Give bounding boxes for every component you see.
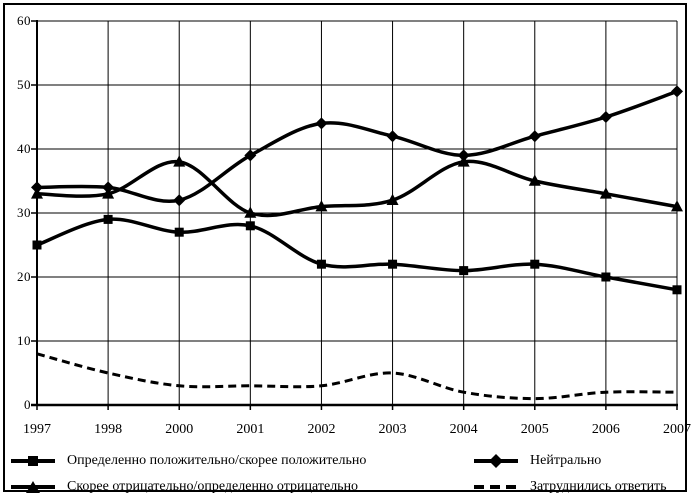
x-tick-label: 2002	[307, 422, 336, 437]
x-tick-label: 1998	[94, 422, 123, 437]
data-point-positive	[459, 266, 469, 276]
x-tick-label: 1997	[23, 422, 51, 437]
data-point-negative	[244, 206, 257, 218]
data-point-neutral	[386, 130, 399, 143]
y-tick-label: 60	[17, 13, 31, 28]
y-tick-label: 0	[24, 397, 31, 412]
x-tick-label: 2004	[449, 422, 478, 437]
series-line-undecided	[36, 352, 678, 401]
data-point-negative	[102, 187, 115, 199]
series-line-positive	[36, 217, 678, 292]
data-point-neutral	[315, 117, 328, 130]
data-point-negative	[386, 193, 399, 205]
y-tick-label: 20	[17, 269, 31, 284]
x-tick-label: 2001	[236, 422, 265, 437]
data-point-negative	[599, 187, 612, 199]
series-line-negative	[36, 159, 678, 218]
data-point-positive	[601, 272, 611, 282]
data-point-positive	[245, 221, 255, 231]
data-point-negative	[31, 187, 43, 199]
data-point-positive	[530, 259, 540, 269]
data-point-neutral	[599, 111, 612, 123]
data-point-negative	[528, 174, 541, 186]
y-tick-label: 50	[17, 77, 31, 92]
data-point-positive	[316, 259, 326, 269]
data-point-neutral	[244, 149, 257, 162]
data-point-positive	[174, 227, 184, 237]
data-point-positive	[672, 285, 682, 295]
x-tick-label: 2005	[520, 422, 549, 437]
y-tick-label: 30	[17, 205, 31, 220]
x-tick-label: 2000	[165, 422, 194, 437]
x-tick-label: 2007	[663, 422, 691, 437]
data-point-neutral	[671, 85, 683, 98]
data-point-positive	[103, 214, 113, 224]
y-tick-label: 10	[17, 333, 31, 348]
data-point-neutral	[173, 194, 186, 207]
data-point-positive	[32, 240, 42, 250]
data-point-negative	[315, 200, 328, 212]
data-point-negative	[457, 155, 470, 167]
data-point-negative	[173, 155, 186, 167]
data-point-positive	[388, 259, 398, 269]
data-point-negative	[671, 200, 683, 212]
x-tick-label: 2006	[591, 422, 620, 437]
y-tick-label: 40	[17, 141, 31, 156]
series-line-neutral	[36, 89, 678, 203]
data-point-neutral	[528, 130, 541, 143]
x-tick-label: 2003	[378, 422, 407, 437]
chart-frame	[3, 3, 687, 492]
